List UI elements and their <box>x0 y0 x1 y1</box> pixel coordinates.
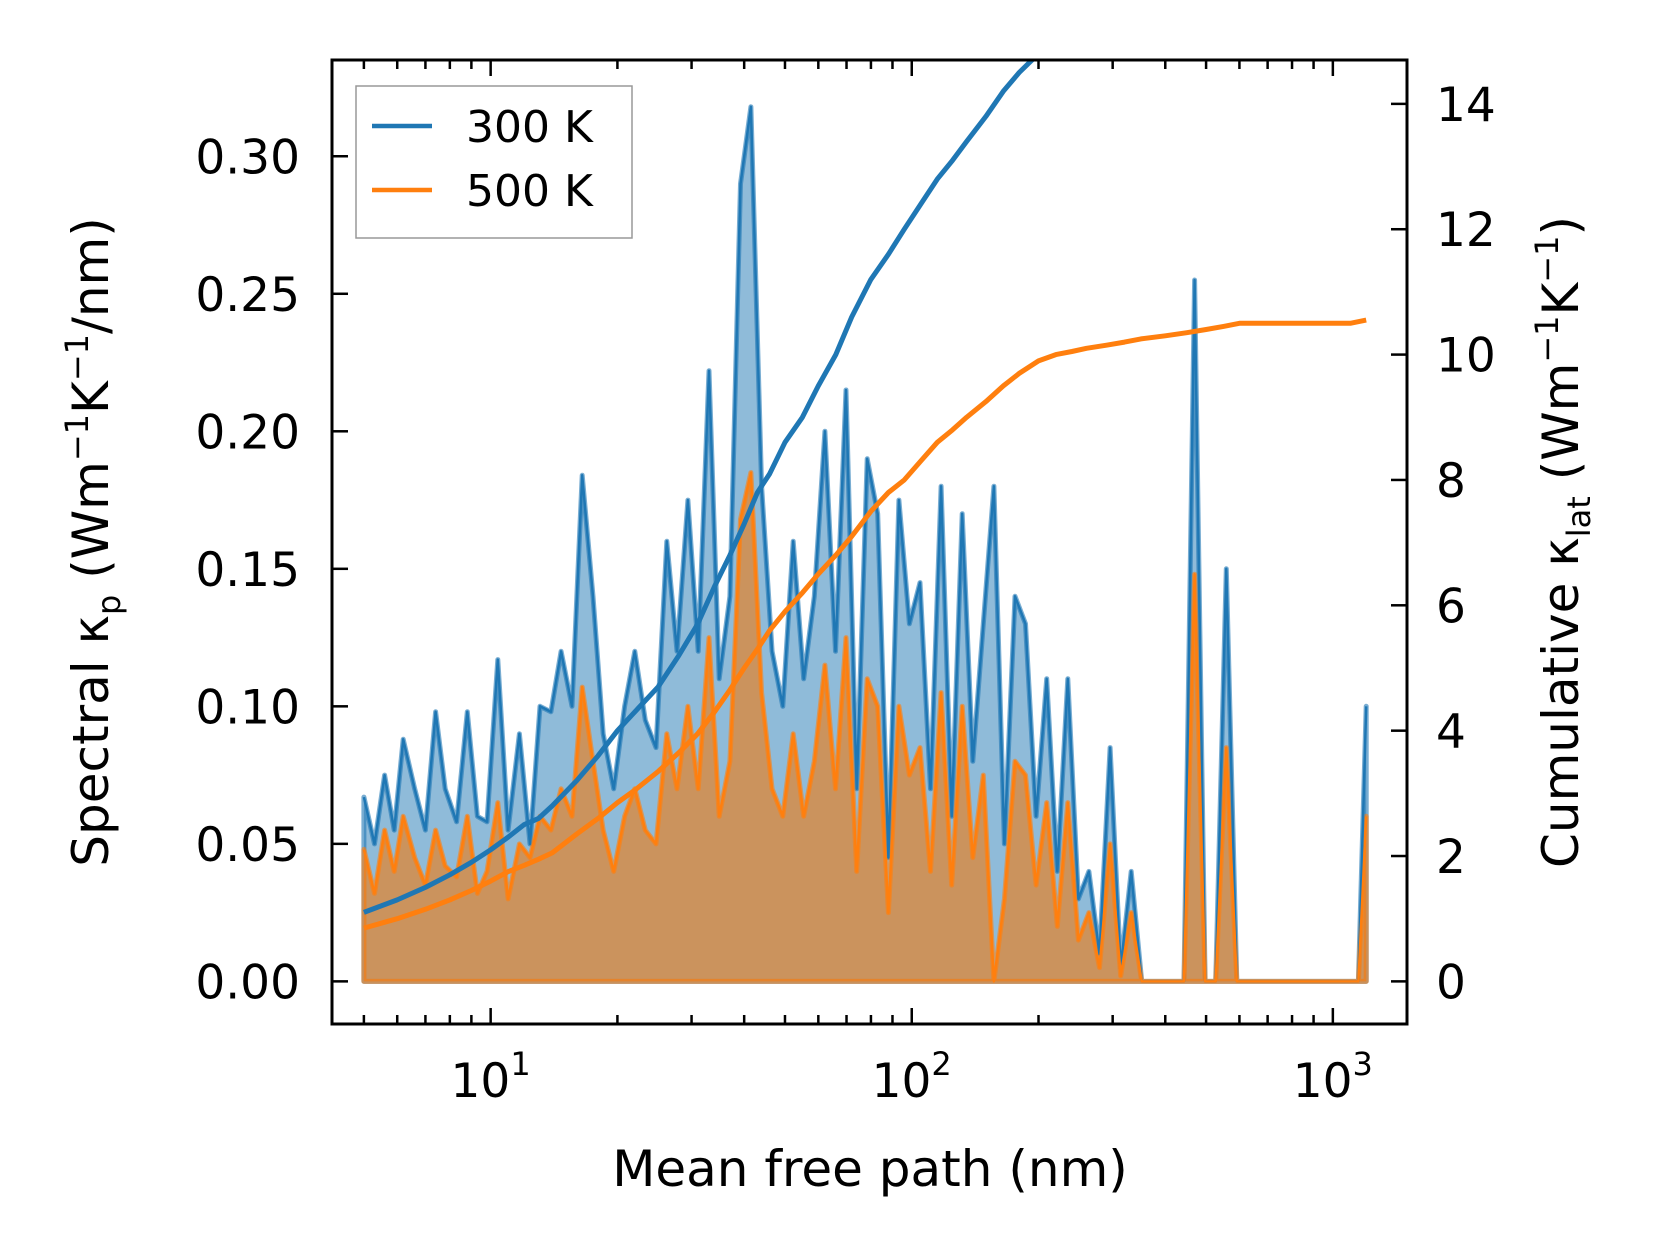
y-right-tick-labels: 0 2 4 6 8 10 12 14 <box>1436 78 1496 1011</box>
y-right-tick-label: 0 <box>1436 955 1466 1010</box>
x-tick-labels: 101 102 103 <box>451 1045 1373 1109</box>
legend-label-500K: 500 K <box>466 166 594 217</box>
y-right-tick-label: 12 <box>1436 203 1496 258</box>
x-axis-label: Mean free path (nm) <box>612 1140 1128 1198</box>
cumulative-line-300K <box>363 60 1036 915</box>
y-left-axis-label: Spectral κp (Wm−1K−1/nm) <box>58 217 128 867</box>
x-tick-label-10^1: 101 <box>451 1045 531 1109</box>
y-left-tick-labels: 0.00 0.05 0.10 0.15 0.20 0.25 0.30 <box>195 130 300 1010</box>
y-left-tick-label: 0.05 <box>195 818 300 873</box>
y-right-tick-label: 10 <box>1436 329 1496 384</box>
y-right-tick-label: 4 <box>1436 705 1466 760</box>
x-tick-label-10^2: 102 <box>872 1045 952 1109</box>
y-left-tick-label: 0.10 <box>195 680 300 735</box>
legend-box <box>355 85 633 239</box>
axis-ticks <box>332 60 1407 1024</box>
legend-label-300K: 300 K <box>466 102 594 153</box>
y-left-tick-label: 0.00 <box>195 955 300 1010</box>
spectral-line-500K <box>362 471 1368 983</box>
plot-frame <box>330 58 1409 1026</box>
y-right-tick-label: 14 <box>1436 78 1496 133</box>
y-left-tick-label: 0.15 <box>195 543 300 598</box>
y-right-tick-label: 8 <box>1436 454 1466 509</box>
cumulative-line-500K <box>363 317 1367 931</box>
x-tick-label-10^3: 103 <box>1293 1045 1373 1109</box>
y-left-tick-label: 0.25 <box>195 268 300 323</box>
y-left-tick-label: 0.20 <box>195 405 300 460</box>
y-right-axis-label: Cumulative κlat (Wm−1K−1) <box>1528 216 1598 868</box>
spectral-lines <box>362 105 1368 983</box>
legend: 300 K 500 K <box>355 85 633 239</box>
y-right-tick-label: 6 <box>1436 579 1466 634</box>
y-right-tick-label: 2 <box>1436 830 1466 885</box>
y-left-tick-label: 0.30 <box>195 130 300 185</box>
cumulative-lines <box>363 60 1367 931</box>
